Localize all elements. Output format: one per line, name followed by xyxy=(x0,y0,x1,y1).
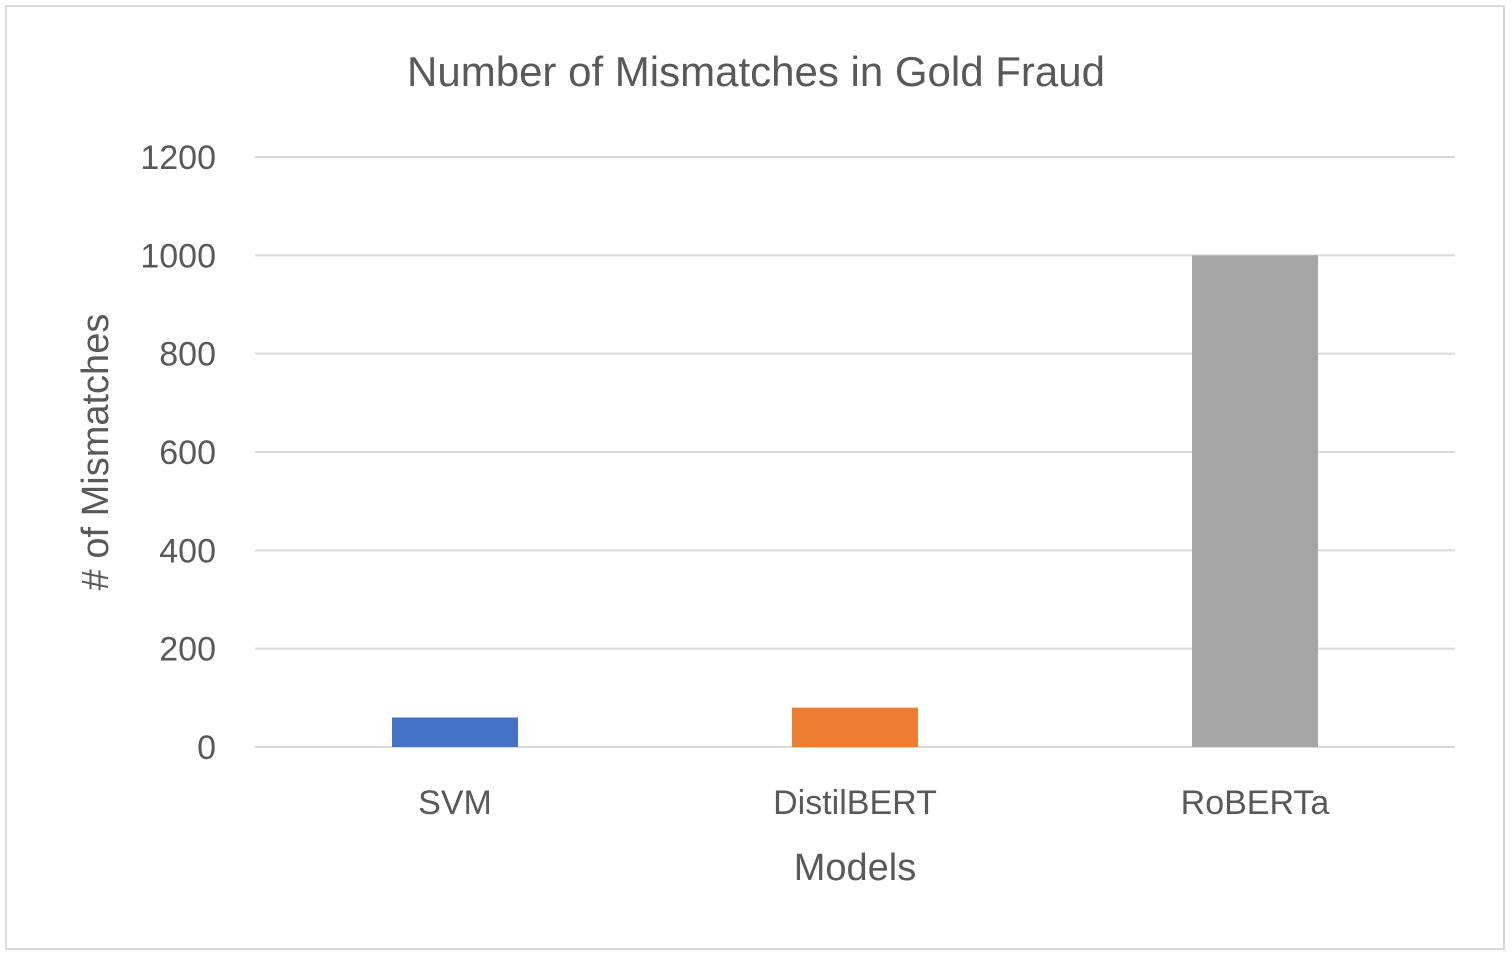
x-tick-label: DistilBERT xyxy=(773,784,937,822)
x-tick-label: RoBERTa xyxy=(1181,784,1330,822)
x-tick-label: SVM xyxy=(418,784,492,822)
x-axis-title: Models xyxy=(794,847,917,889)
y-tick-label: 0 xyxy=(197,729,216,767)
y-tick-label: 600 xyxy=(159,434,216,472)
bar-roberta xyxy=(1192,255,1318,748)
x-axis-ticks: SVM DistilBERT RoBERTa xyxy=(418,784,1329,822)
y-tick-label: 200 xyxy=(159,631,216,669)
y-tick-label: 1200 xyxy=(140,139,216,177)
bar-distilbert xyxy=(792,707,918,747)
y-tick-label: 400 xyxy=(159,532,216,570)
y-tick-label: 800 xyxy=(159,336,216,374)
bars xyxy=(392,255,1318,748)
y-axis-ticks: 0 200 400 600 800 1000 1200 xyxy=(140,139,216,767)
chart-title: Number of Mismatches in Gold Fraud xyxy=(407,48,1105,95)
y-tick-label: 1000 xyxy=(140,237,216,275)
y-axis-title: # of Mismatches xyxy=(75,314,117,591)
bar-svm xyxy=(392,717,518,747)
